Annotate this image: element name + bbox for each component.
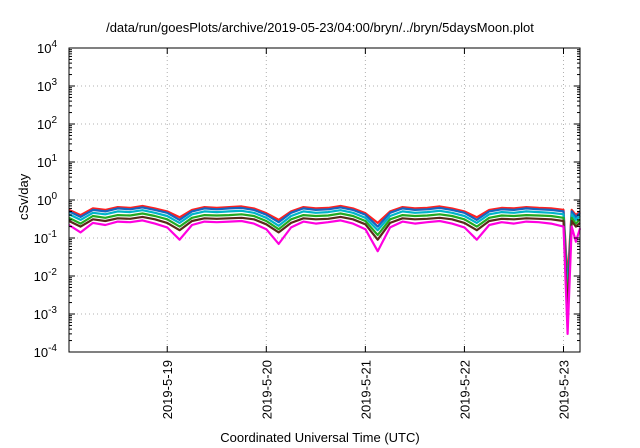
series-line-6 — [68, 219, 582, 335]
grid — [69, 48, 580, 352]
series-line-5 — [68, 215, 581, 317]
y-tick-label: 10-1 — [34, 229, 58, 246]
y-tick-label: 103 — [37, 77, 57, 94]
series-line-4 — [68, 212, 581, 309]
y-tick-label: 101 — [37, 153, 57, 170]
series-line-2 — [68, 206, 581, 293]
y-tick-label: 10-4 — [34, 343, 58, 360]
y-tick-label: 100 — [37, 191, 57, 208]
x-tick-label: 2019-5-19 — [160, 360, 175, 419]
series-group — [68, 204, 582, 335]
series-line-1 — [68, 204, 581, 281]
x-axis-label: Coordinated Universal Time (UTC) — [220, 430, 420, 445]
y-tick-label: 10-3 — [34, 305, 58, 322]
x-tick-label: 2019-5-22 — [457, 360, 472, 419]
chart-title: /data/run/goesPlots/archive/2019-05-23/0… — [106, 20, 534, 35]
x-tick-label: 2019-5-20 — [259, 360, 274, 419]
y-axis: 10-4 10-3 10-2 10-1 100 101 102 103 104 — [34, 39, 580, 360]
series-line-3 — [68, 209, 581, 300]
y-tick-label: 104 — [37, 39, 57, 56]
y-tick-label: 102 — [37, 115, 57, 132]
x-tick-label: 2019-5-23 — [556, 360, 571, 419]
y-tick-label: 10-2 — [34, 267, 58, 284]
y-axis-label: cSv/day — [16, 173, 31, 220]
x-tick-label: 2019-5-21 — [358, 360, 373, 419]
x-axis: 2019-5-19 2019-5-20 2019-5-21 2019-5-22 2019… — [160, 48, 571, 419]
